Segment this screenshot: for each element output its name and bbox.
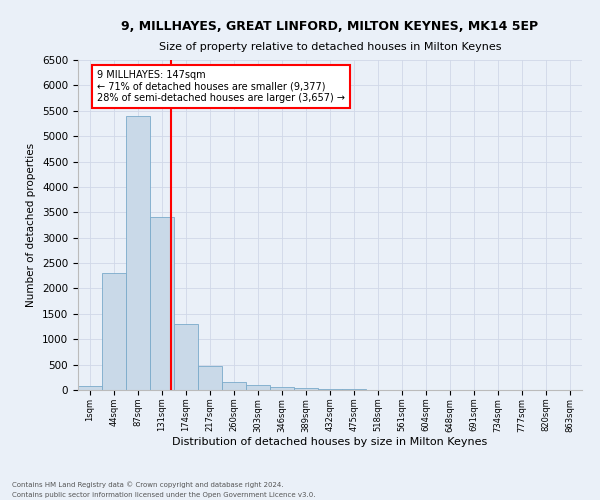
Bar (246, 386, 270, 390)
Bar (198, 366, 222, 390)
Bar (102, 273, 126, 390)
Bar (294, 388, 318, 390)
Text: 9 MILLHAYES: 147sqm
← 71% of detached houses are smaller (9,377)
28% of semi-det: 9 MILLHAYES: 147sqm ← 71% of detached ho… (97, 70, 345, 103)
Y-axis label: Number of detached properties: Number of detached properties (26, 143, 37, 307)
Bar (174, 324, 198, 390)
Text: Contains public sector information licensed under the Open Government Licence v3: Contains public sector information licen… (12, 492, 316, 498)
X-axis label: Distribution of detached houses by size in Milton Keynes: Distribution of detached houses by size … (172, 437, 488, 447)
Text: Contains HM Land Registry data © Crown copyright and database right 2024.: Contains HM Land Registry data © Crown c… (12, 481, 284, 488)
Bar (126, 116, 150, 390)
Bar (318, 389, 342, 390)
Bar (150, 218, 174, 390)
Bar (222, 382, 246, 390)
Bar (270, 387, 294, 390)
Bar (78, 386, 102, 390)
Text: 9, MILLHAYES, GREAT LINFORD, MILTON KEYNES, MK14 5EP: 9, MILLHAYES, GREAT LINFORD, MILTON KEYN… (121, 20, 539, 33)
Text: Size of property relative to detached houses in Milton Keynes: Size of property relative to detached ho… (159, 42, 501, 52)
